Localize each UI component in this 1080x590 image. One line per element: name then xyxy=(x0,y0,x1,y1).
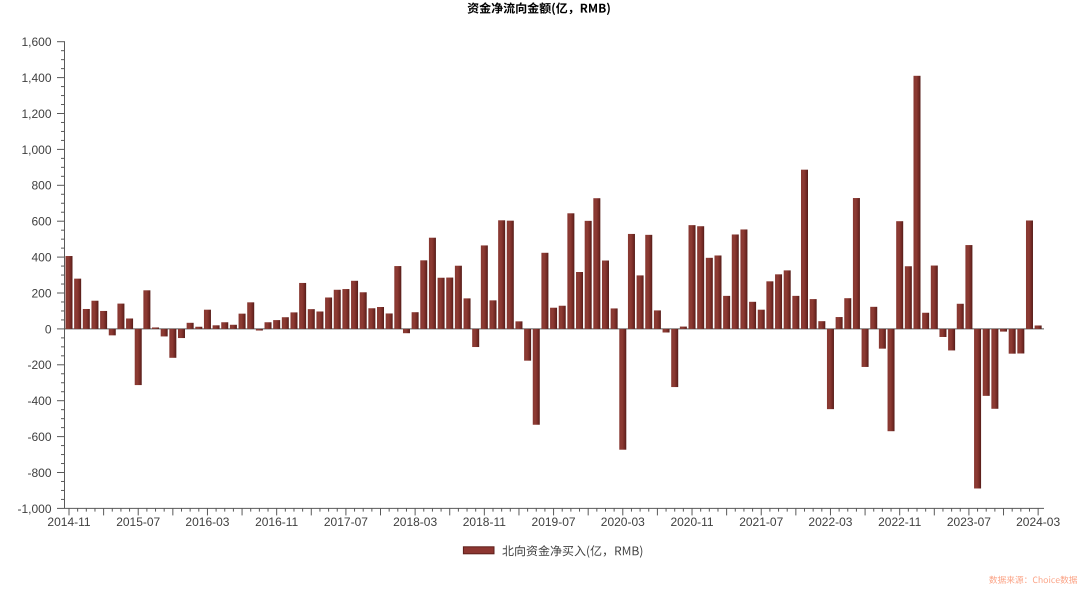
svg-text:200: 200 xyxy=(31,286,51,300)
svg-text:600: 600 xyxy=(31,215,51,229)
svg-text:2024-03: 2024-03 xyxy=(1016,515,1060,529)
svg-text:2022-11: 2022-11 xyxy=(878,515,921,529)
svg-text:2018-11: 2018-11 xyxy=(463,515,506,529)
svg-text:2017-07: 2017-07 xyxy=(324,515,368,529)
svg-text:1,600: 1,600 xyxy=(21,35,51,49)
svg-text:1,000: 1,000 xyxy=(21,143,51,157)
svg-text:-1,000: -1,000 xyxy=(17,502,51,516)
svg-text:2022-03: 2022-03 xyxy=(808,515,852,529)
svg-text:800: 800 xyxy=(31,179,51,193)
svg-text:400: 400 xyxy=(31,250,51,264)
svg-text:2018-03: 2018-03 xyxy=(393,515,437,529)
svg-text:2023-07: 2023-07 xyxy=(947,515,991,529)
svg-text:-600: -600 xyxy=(27,430,51,444)
svg-text:2019-07: 2019-07 xyxy=(532,515,576,529)
svg-text:-400: -400 xyxy=(27,394,51,408)
svg-text:2016-03: 2016-03 xyxy=(185,515,229,529)
svg-text:2020-11: 2020-11 xyxy=(670,515,713,529)
svg-text:2016-11: 2016-11 xyxy=(255,515,298,529)
svg-text:1,200: 1,200 xyxy=(21,107,51,121)
svg-text:-800: -800 xyxy=(27,466,51,480)
svg-text:0: 0 xyxy=(45,322,52,336)
svg-text:2021-07: 2021-07 xyxy=(739,515,783,529)
svg-text:-200: -200 xyxy=(27,358,51,372)
svg-text:2015-07: 2015-07 xyxy=(116,515,160,529)
svg-text:2020-03: 2020-03 xyxy=(601,515,645,529)
svg-text:2014-11: 2014-11 xyxy=(47,515,90,529)
svg-text:1,400: 1,400 xyxy=(21,71,51,85)
